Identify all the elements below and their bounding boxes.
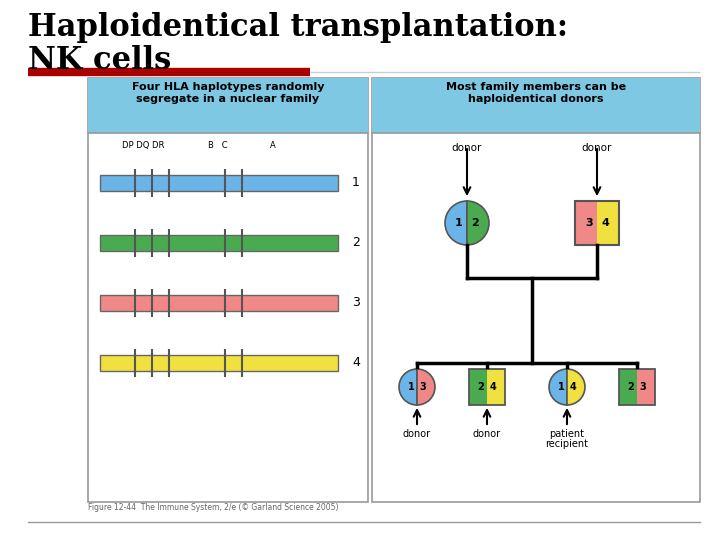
Text: donor: donor [582,143,612,153]
Polygon shape [597,201,619,245]
Wedge shape [399,369,417,405]
Text: 4: 4 [570,382,577,392]
Text: 2: 2 [352,237,360,249]
Polygon shape [487,369,505,405]
Text: 2: 2 [628,382,634,392]
Text: 3: 3 [585,218,593,228]
Text: 1: 1 [557,382,564,392]
Polygon shape [637,369,655,405]
Text: 4: 4 [490,382,496,392]
Text: 4: 4 [601,218,609,228]
FancyBboxPatch shape [100,235,338,251]
Text: Most family members can be
haploidentical donors: Most family members can be haploidentica… [446,82,626,104]
Text: 2: 2 [477,382,485,392]
Text: Four HLA haplotypes randomly
segregate in a nuclear family: Four HLA haplotypes randomly segregate i… [132,82,324,104]
Text: A: A [270,141,276,150]
Text: DP DQ DR: DP DQ DR [122,141,164,150]
Wedge shape [549,369,567,405]
Wedge shape [567,369,585,405]
Wedge shape [417,369,435,405]
Polygon shape [575,201,597,245]
Polygon shape [88,78,368,133]
Text: 1: 1 [352,177,360,190]
Wedge shape [445,201,467,245]
FancyBboxPatch shape [100,175,338,191]
Text: NK cells: NK cells [28,45,171,76]
Wedge shape [467,201,489,245]
Polygon shape [469,369,487,405]
Text: Haploidentical transplantation:: Haploidentical transplantation: [28,12,568,43]
Polygon shape [88,78,368,502]
Polygon shape [372,78,700,502]
FancyBboxPatch shape [100,295,338,311]
Text: 1: 1 [408,382,415,392]
Text: recipient: recipient [546,439,588,449]
Text: 1: 1 [455,218,463,228]
Text: donor: donor [452,143,482,153]
Text: donor: donor [473,429,501,439]
Polygon shape [372,78,700,133]
Text: 3: 3 [639,382,647,392]
Text: patient: patient [549,429,585,439]
Text: donor: donor [403,429,431,439]
Polygon shape [619,369,637,405]
Text: 2: 2 [471,218,479,228]
Text: Figure 12-44  The Immune System, 2/e (© Garland Science 2005): Figure 12-44 The Immune System, 2/e (© G… [88,503,338,512]
Text: 4: 4 [352,356,360,369]
Text: 3: 3 [420,382,426,392]
FancyBboxPatch shape [100,355,338,371]
Text: B   C: B C [208,141,228,150]
Text: 3: 3 [352,296,360,309]
